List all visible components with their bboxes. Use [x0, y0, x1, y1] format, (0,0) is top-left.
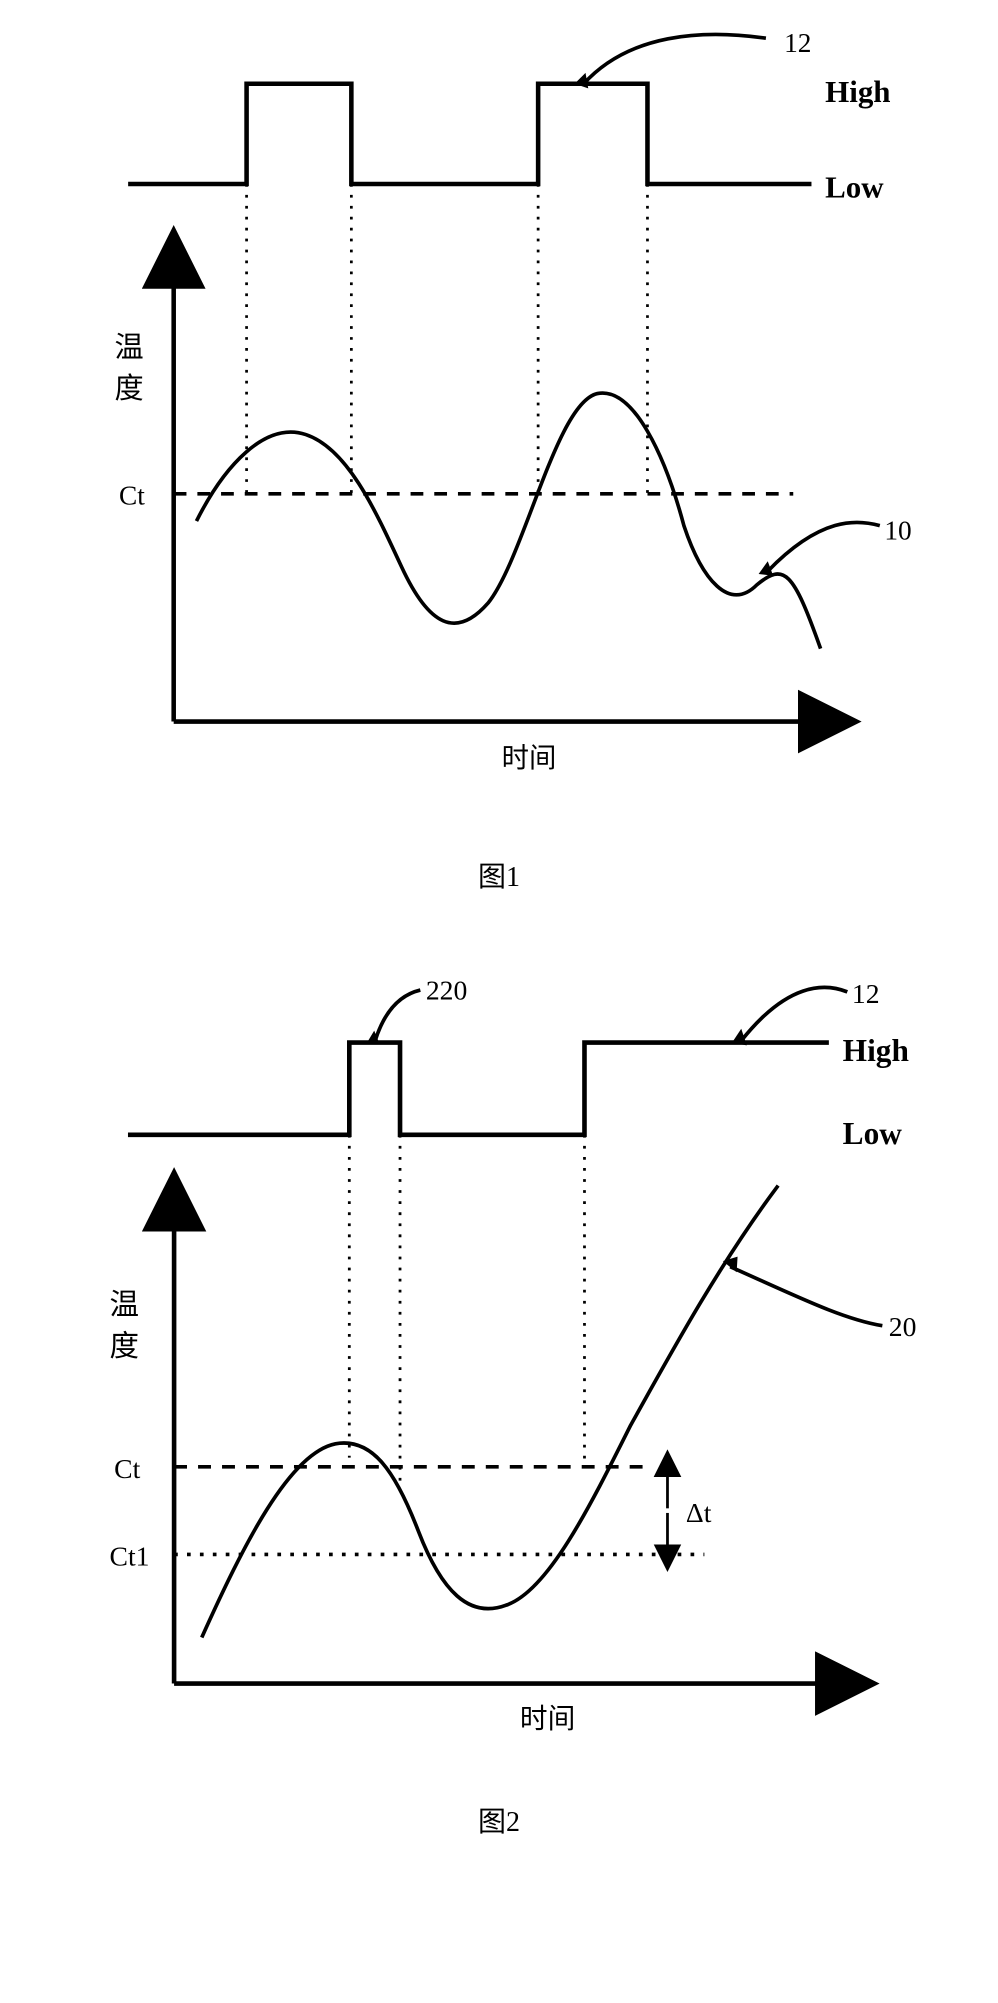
callout-12-label-2: 12 [852, 978, 880, 1009]
callout-20-leader [730, 1267, 882, 1326]
dotted-lines-2 [349, 1135, 584, 1490]
callout-220-leader [375, 990, 420, 1041]
ylabel-1b: 度 [114, 372, 143, 405]
high-label-2: High [843, 1033, 909, 1068]
xlabel-2: 时间 [520, 1703, 575, 1734]
ct-label-2: Ct [114, 1453, 140, 1484]
callout-10-label: 10 [884, 515, 911, 545]
figure-1-caption: 图1 [20, 855, 978, 895]
figure-2-caption: 图2 [20, 1800, 978, 1840]
low-label-2: Low [843, 1116, 903, 1151]
callout-12-leader [584, 34, 766, 83]
figure-2: 220 12 High Low 温 度 Ct Ct1 20 [20, 955, 978, 1840]
callout-220-label: 220 [426, 974, 467, 1005]
low-label-1: Low [825, 170, 884, 205]
delta-t-label: Δt [686, 1497, 712, 1528]
callout-12-label: 12 [784, 28, 811, 58]
high-label-1: High [825, 74, 890, 109]
pulse-waveform-2 [128, 1043, 829, 1135]
figure-2-svg: 220 12 High Low 温 度 Ct Ct1 20 [20, 955, 998, 1785]
ct-label-1: Ct [119, 481, 145, 511]
ylabel-2a: 温 [110, 1290, 140, 1322]
callout-12-leader-2 [741, 987, 847, 1040]
dotted-lines-1 [247, 184, 648, 498]
figure-1: 12 High Low 温 度 Ct 10 时间 图1 [20, 20, 978, 895]
xlabel-1: 时间 [502, 743, 557, 773]
ylabel-1a: 温 [114, 332, 143, 364]
pulse-waveform-1 [128, 84, 811, 184]
temp-curve-1 [196, 393, 820, 649]
ct1-label-2: Ct1 [110, 1541, 150, 1572]
figure-1-svg: 12 High Low 温 度 Ct 10 时间 [20, 20, 998, 840]
callout-20-label: 20 [889, 1311, 917, 1342]
ylabel-2b: 度 [110, 1330, 140, 1363]
callout-10-leader [768, 522, 880, 571]
temp-curve-2 [202, 1186, 778, 1638]
